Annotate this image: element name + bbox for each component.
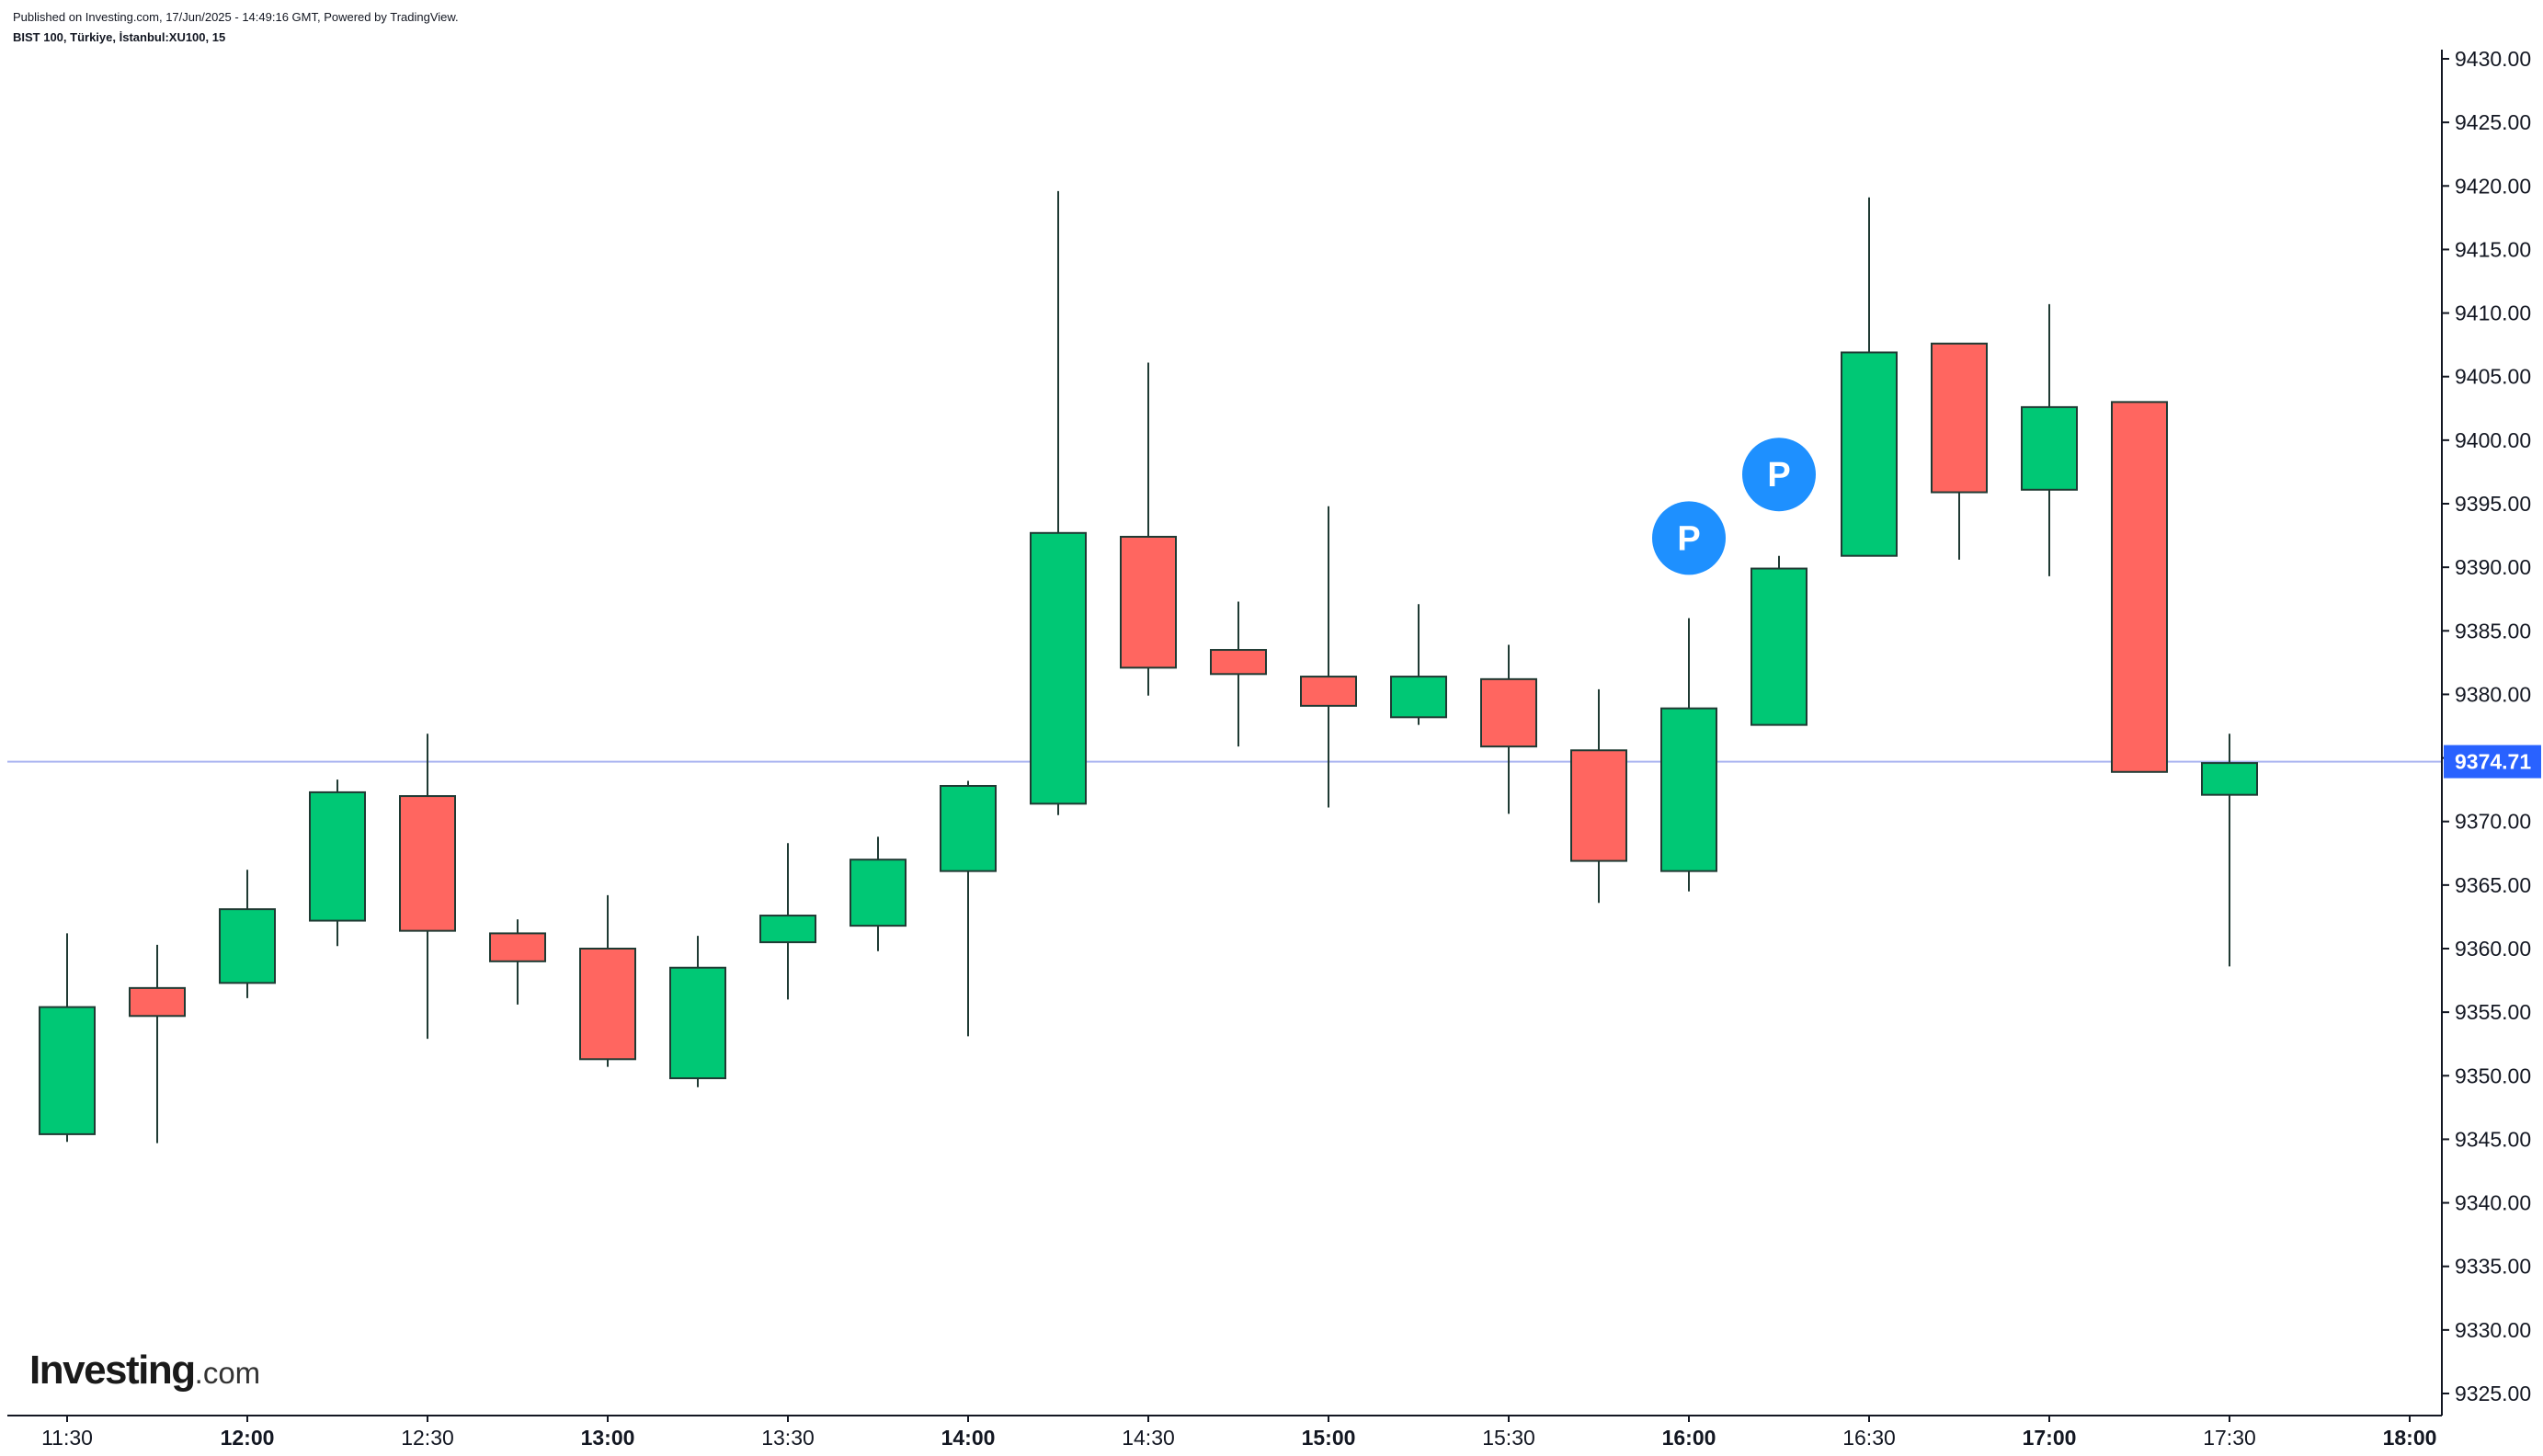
y-tick-label-13: 9390.00 [2455,555,2531,579]
x-tick-label-5: 14:00 [941,1426,996,1450]
y-tick-label-17: 9410.00 [2455,301,2531,325]
candle-body-11 [1030,531,1087,805]
candle-body-22 [2021,405,2078,491]
candle-body-8 [759,915,816,944]
last-price-badge [2444,745,2541,779]
candle-body-1 [129,986,186,1018]
candle-body-21 [1931,342,1988,494]
candle-body-7 [669,966,726,1080]
x-tick-label-12: 17:30 [2203,1426,2256,1450]
axes-layer: 9325.00 9330.00 9335.00 9340.00 9345.00 9350.… [7,47,2541,1450]
y-tick-label-7: 9360.00 [2455,937,2531,961]
candle-body-2 [219,908,276,984]
logo-wordmark: Investing [29,1348,196,1393]
candle-body-12 [1120,535,1177,669]
published-note: Published on Investing.com, 17/Jun/2025 … [13,10,459,24]
x-tick-label-4: 13:30 [761,1426,815,1450]
candle-body-18 [1660,707,1717,872]
investing-logo: Investing.com [29,1348,260,1393]
candle-body-20 [1841,351,1898,557]
x-tick-label-3: 13:00 [581,1426,635,1450]
candle-body-9 [850,859,907,927]
candle-body-19 [1750,567,1807,726]
y-tick-label-6: 9355.00 [2455,1000,2531,1024]
y-tick-label-18: 9415.00 [2455,237,2531,261]
y-tick-label-5: 9350.00 [2455,1064,2531,1087]
markers-layer: PP [1652,438,1816,575]
y-tick-label-14: 9395.00 [2455,492,2531,516]
x-tick-label-1: 12:00 [221,1426,275,1450]
y-tick-label-2: 9335.00 [2455,1255,2531,1279]
marker-label-0: P [1677,519,1700,558]
symbol-title: BIST 100, Türkiye, İstanbul:XU100, 15 [13,30,226,44]
candle-body-15 [1390,676,1447,719]
candle-body-16 [1480,677,1537,748]
y-tick-label-11: 9380.00 [2455,682,2531,706]
last-price-label: 9374.71 [2455,750,2531,774]
y-tick-label-16: 9405.00 [2455,365,2531,389]
x-tick-label-7: 15:00 [1302,1426,1356,1450]
candles-layer [39,190,2258,1143]
marker-circle-1 [1742,438,1816,512]
logo-suffix: .com [194,1356,261,1390]
y-tick-label-4: 9345.00 [2455,1127,2531,1151]
y-tick-label-21: 9430.00 [2455,47,2531,71]
candle-body-14 [1300,676,1357,707]
candle-body-6 [579,948,636,1061]
candle-body-17 [1570,749,1627,862]
x-tick-label-11: 17:00 [2023,1426,2077,1450]
y-tick-label-3: 9340.00 [2455,1191,2531,1215]
candle-body-24 [2201,762,2258,796]
candle-body-23 [2111,401,2168,773]
x-tick-label-8: 15:30 [1482,1426,1535,1450]
y-tick-label-0: 9325.00 [2455,1382,2531,1405]
candle-body-0 [39,1006,96,1135]
chart-header: Published on Investing.com, 17/Jun/2025 … [13,7,459,48]
y-tick-label-12: 9385.00 [2455,619,2531,643]
x-tick-label-13: 18:00 [2383,1426,2437,1450]
marker-label-1: P [1767,456,1790,495]
candle-body-13 [1210,649,1267,676]
x-tick-label-9: 16:00 [1662,1426,1716,1450]
x-tick-label-0: 11:30 [41,1426,93,1450]
y-tick-label-1: 9330.00 [2455,1318,2531,1342]
candle-body-10 [940,784,997,872]
y-tick-label-19: 9420.00 [2455,174,2531,198]
y-tick-label-20: 9425.00 [2455,110,2531,134]
y-tick-label-8: 9365.00 [2455,873,2531,897]
marker-circle-0 [1652,501,1726,575]
candle-body-4 [399,795,456,932]
y-tick-label-9: 9370.00 [2455,810,2531,834]
x-tick-label-6: 14:30 [1122,1426,1175,1450]
x-tick-label-10: 16:30 [1842,1426,1896,1450]
x-tick-label-2: 12:30 [401,1426,454,1450]
y-tick-label-15: 9400.00 [2455,428,2531,452]
candle-body-3 [309,791,366,922]
candle-body-5 [489,932,546,962]
